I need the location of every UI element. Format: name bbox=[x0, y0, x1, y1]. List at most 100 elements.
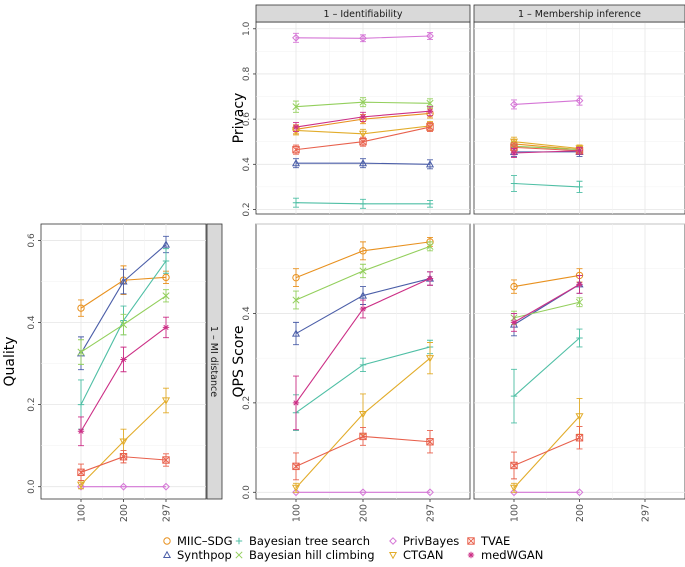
y-tick-label: 0.6 bbox=[242, 112, 252, 127]
panel-privacy-membership: 1 – Membership inference bbox=[473, 4, 685, 215]
data-point bbox=[359, 305, 367, 313]
error-bar bbox=[511, 279, 517, 294]
data-point bbox=[575, 434, 584, 442]
data-point bbox=[77, 468, 85, 477]
data-point bbox=[576, 183, 583, 191]
panel-qps-identifiability: 0.0 0.2 0.4 QPS Score 100 200 297 bbox=[231, 223, 471, 522]
y-tick-label: 1.0 bbox=[242, 21, 252, 36]
series-tvae bbox=[77, 450, 170, 481]
data-point bbox=[576, 334, 583, 342]
data-point bbox=[426, 108, 434, 115]
data-point bbox=[162, 324, 170, 331]
data-point bbox=[162, 257, 170, 265]
data-point bbox=[119, 482, 128, 491]
y-tick-label: 0.4 bbox=[242, 306, 252, 321]
data-point bbox=[425, 160, 435, 168]
data-point bbox=[119, 438, 128, 446]
series-medwgan bbox=[510, 274, 583, 332]
data-point bbox=[510, 100, 518, 109]
data-point bbox=[162, 456, 170, 464]
series-line bbox=[513, 146, 580, 152]
error-bar bbox=[427, 342, 433, 375]
data-point bbox=[359, 361, 367, 369]
data-point bbox=[510, 488, 518, 497]
legend-label: TVAE bbox=[480, 534, 510, 548]
series-privbayes bbox=[292, 488, 434, 497]
legend-key bbox=[235, 537, 243, 545]
data-point bbox=[359, 247, 367, 255]
y-tick-label: 0.4 bbox=[242, 157, 252, 172]
data-point bbox=[359, 488, 367, 497]
series-medwgan bbox=[510, 146, 583, 158]
error-bar bbox=[120, 268, 127, 295]
y-tick-label: 0.2 bbox=[27, 397, 37, 411]
x-tick-label: 200 bbox=[575, 504, 586, 522]
x-tick-label: 200 bbox=[358, 504, 369, 522]
series-bayesian-tree-search bbox=[292, 197, 434, 209]
data-point bbox=[119, 321, 128, 329]
series-bayesian-hill-climbing bbox=[292, 97, 434, 113]
data-point bbox=[358, 291, 368, 299]
series-bayesian-hill-climbing bbox=[77, 289, 170, 365]
data-point bbox=[291, 158, 301, 167]
data-point bbox=[76, 481, 86, 489]
data-point bbox=[358, 130, 368, 139]
panel-quality: 0.0 0.2 0.4 0.6 Quality 1 – MI distance 100 200… bbox=[2, 223, 223, 522]
data-point bbox=[426, 242, 434, 250]
data-point bbox=[426, 275, 434, 282]
y-axis-title: Quality bbox=[2, 336, 18, 386]
data-point bbox=[292, 199, 300, 206]
series-line bbox=[513, 182, 580, 188]
data-point bbox=[359, 432, 367, 441]
panel-privacy-identifiability: 0.2 0.4 0.6 0.8 1.0 Privacy 1 – Identifiabilit… bbox=[231, 4, 471, 217]
data-point bbox=[162, 273, 170, 282]
data-point bbox=[576, 147, 583, 154]
legend-item-bayesian-tree-search: Bayesian tree search bbox=[235, 534, 370, 548]
error-bar bbox=[163, 387, 169, 414]
series-tvae bbox=[292, 427, 434, 481]
data-point bbox=[120, 356, 127, 363]
data-point bbox=[292, 296, 300, 304]
legend-label: Synthpop bbox=[177, 548, 232, 562]
data-point bbox=[292, 103, 300, 111]
data-point bbox=[575, 413, 584, 421]
legend-item-medwgan: medWGAN bbox=[467, 548, 543, 562]
data-point bbox=[119, 453, 128, 461]
y-axis-title: Privacy bbox=[231, 93, 247, 144]
series-privbayes bbox=[510, 95, 584, 110]
y-tick-label: 0.8 bbox=[242, 67, 252, 82]
data-point bbox=[292, 123, 300, 131]
error-bar bbox=[78, 299, 84, 317]
facet-strip-label: 1 – Identifiability bbox=[324, 9, 403, 20]
data-point bbox=[77, 401, 85, 408]
series-privbayes bbox=[77, 482, 170, 491]
legend-item-miic-sdg: MIIC–SDG bbox=[163, 534, 233, 548]
data-point bbox=[359, 267, 367, 275]
series-privbayes bbox=[292, 32, 434, 43]
x-tick-label: 200 bbox=[119, 504, 130, 522]
data-point bbox=[292, 488, 300, 497]
legend-label: medWGAN bbox=[481, 548, 543, 562]
data-point bbox=[162, 292, 170, 300]
y-tick-label: 0.0 bbox=[27, 479, 37, 494]
legend-label: Bayesian hill climbing bbox=[249, 548, 375, 562]
x-tick-label: 100 bbox=[509, 504, 520, 522]
series-bayesian-hill-climbing bbox=[292, 241, 434, 310]
data-point bbox=[359, 138, 367, 146]
data-point bbox=[510, 319, 518, 326]
data-point bbox=[77, 348, 85, 356]
data-point bbox=[292, 145, 300, 154]
data-point bbox=[510, 392, 518, 400]
y-axis-title: QPS Score bbox=[231, 325, 247, 397]
data-point bbox=[509, 484, 519, 493]
data-point bbox=[161, 240, 171, 248]
series-privbayes bbox=[510, 488, 584, 497]
data-point bbox=[358, 158, 368, 167]
series-synthpop bbox=[291, 158, 435, 170]
data-point bbox=[358, 410, 368, 419]
error-bar bbox=[293, 268, 299, 288]
x-tick-label: 100 bbox=[291, 504, 302, 522]
series-medwgan bbox=[292, 271, 434, 431]
data-point bbox=[510, 461, 518, 470]
data-point bbox=[575, 96, 584, 105]
